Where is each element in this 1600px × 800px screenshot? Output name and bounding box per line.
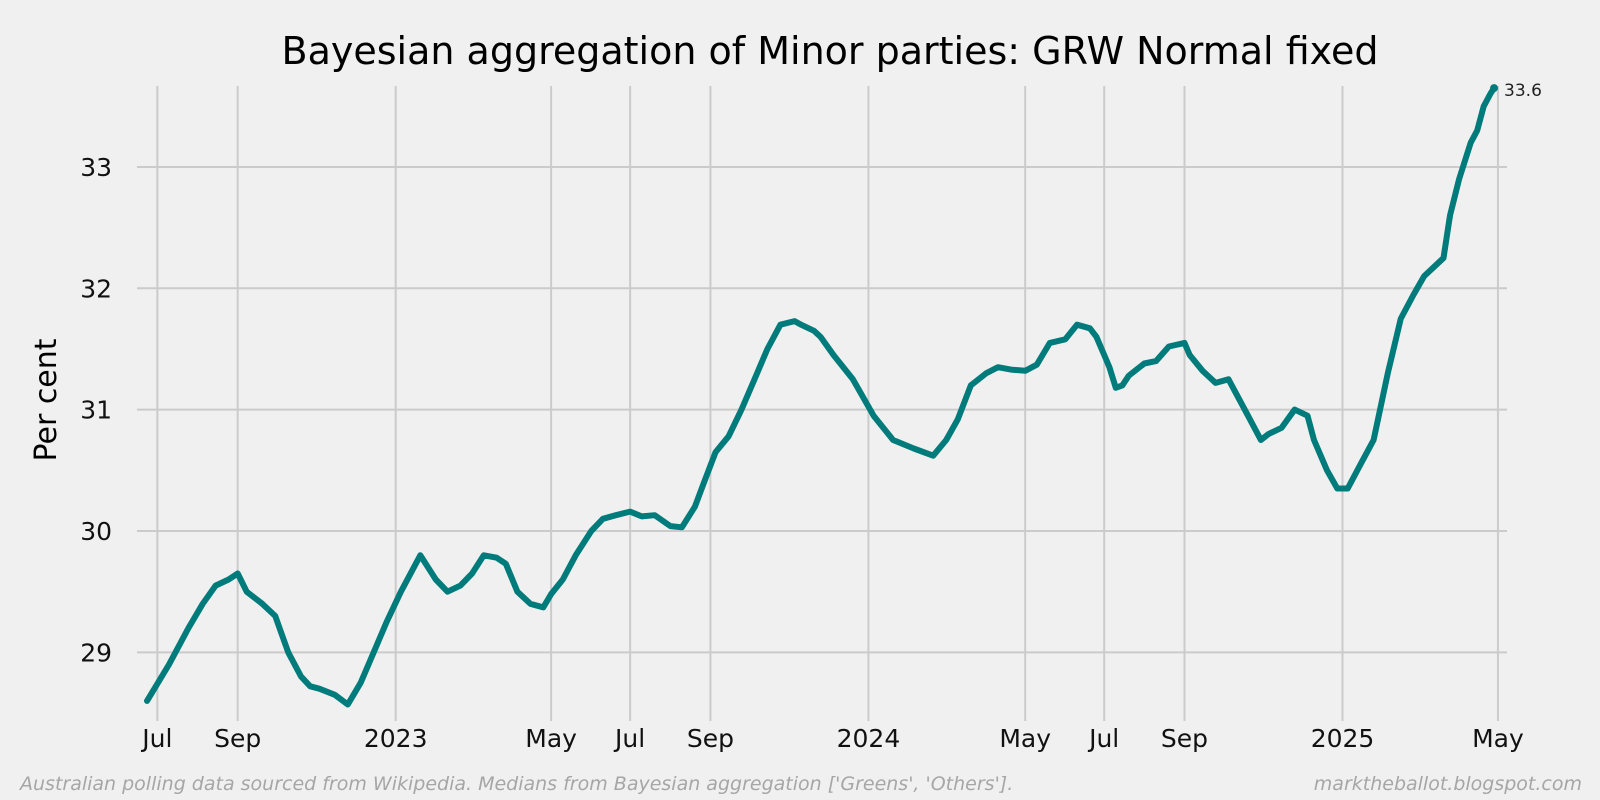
x-tick-label: Jul bbox=[140, 724, 172, 753]
x-tick-label: Sep bbox=[1161, 724, 1208, 753]
y-tick-labels: 29 30 31 32 33 bbox=[80, 153, 112, 667]
source-footnote: Australian polling data sourced from Wik… bbox=[18, 773, 1013, 795]
end-point bbox=[1490, 84, 1499, 93]
y-tick-label: 30 bbox=[80, 517, 112, 546]
y-axis-label: Per cent bbox=[29, 338, 64, 461]
x-tick-label: 2024 bbox=[837, 724, 901, 753]
x-tick-labels: Jul Sep 2023 May Jul Sep 2024 May Jul Sep 2025 May bbox=[140, 724, 1524, 753]
chart-title: Bayesian aggregation of Minor parties: G… bbox=[282, 29, 1379, 73]
x-tick-label: 2023 bbox=[364, 724, 428, 753]
x-tick-label: May bbox=[1472, 724, 1524, 753]
end-value-label: 33.6 bbox=[1504, 81, 1542, 101]
site-footnote: marktheballot.blogspot.com bbox=[1314, 773, 1582, 795]
y-tick-label: 32 bbox=[80, 274, 112, 303]
y-tick-label: 31 bbox=[80, 396, 112, 425]
x-tick-label: Jul bbox=[1087, 724, 1119, 753]
x-tick-label: Jul bbox=[613, 724, 645, 753]
y-tick-label: 33 bbox=[80, 153, 112, 182]
series-line bbox=[144, 85, 1497, 708]
grid bbox=[137, 86, 1507, 721]
x-tick-label: May bbox=[525, 724, 577, 753]
x-tick-label: 2025 bbox=[1311, 724, 1375, 753]
x-tick-label: May bbox=[999, 724, 1051, 753]
series-group bbox=[144, 84, 1499, 708]
x-tick-label: Sep bbox=[214, 724, 261, 753]
x-tick-label: Sep bbox=[687, 724, 734, 753]
y-tick-label: 29 bbox=[80, 638, 112, 667]
